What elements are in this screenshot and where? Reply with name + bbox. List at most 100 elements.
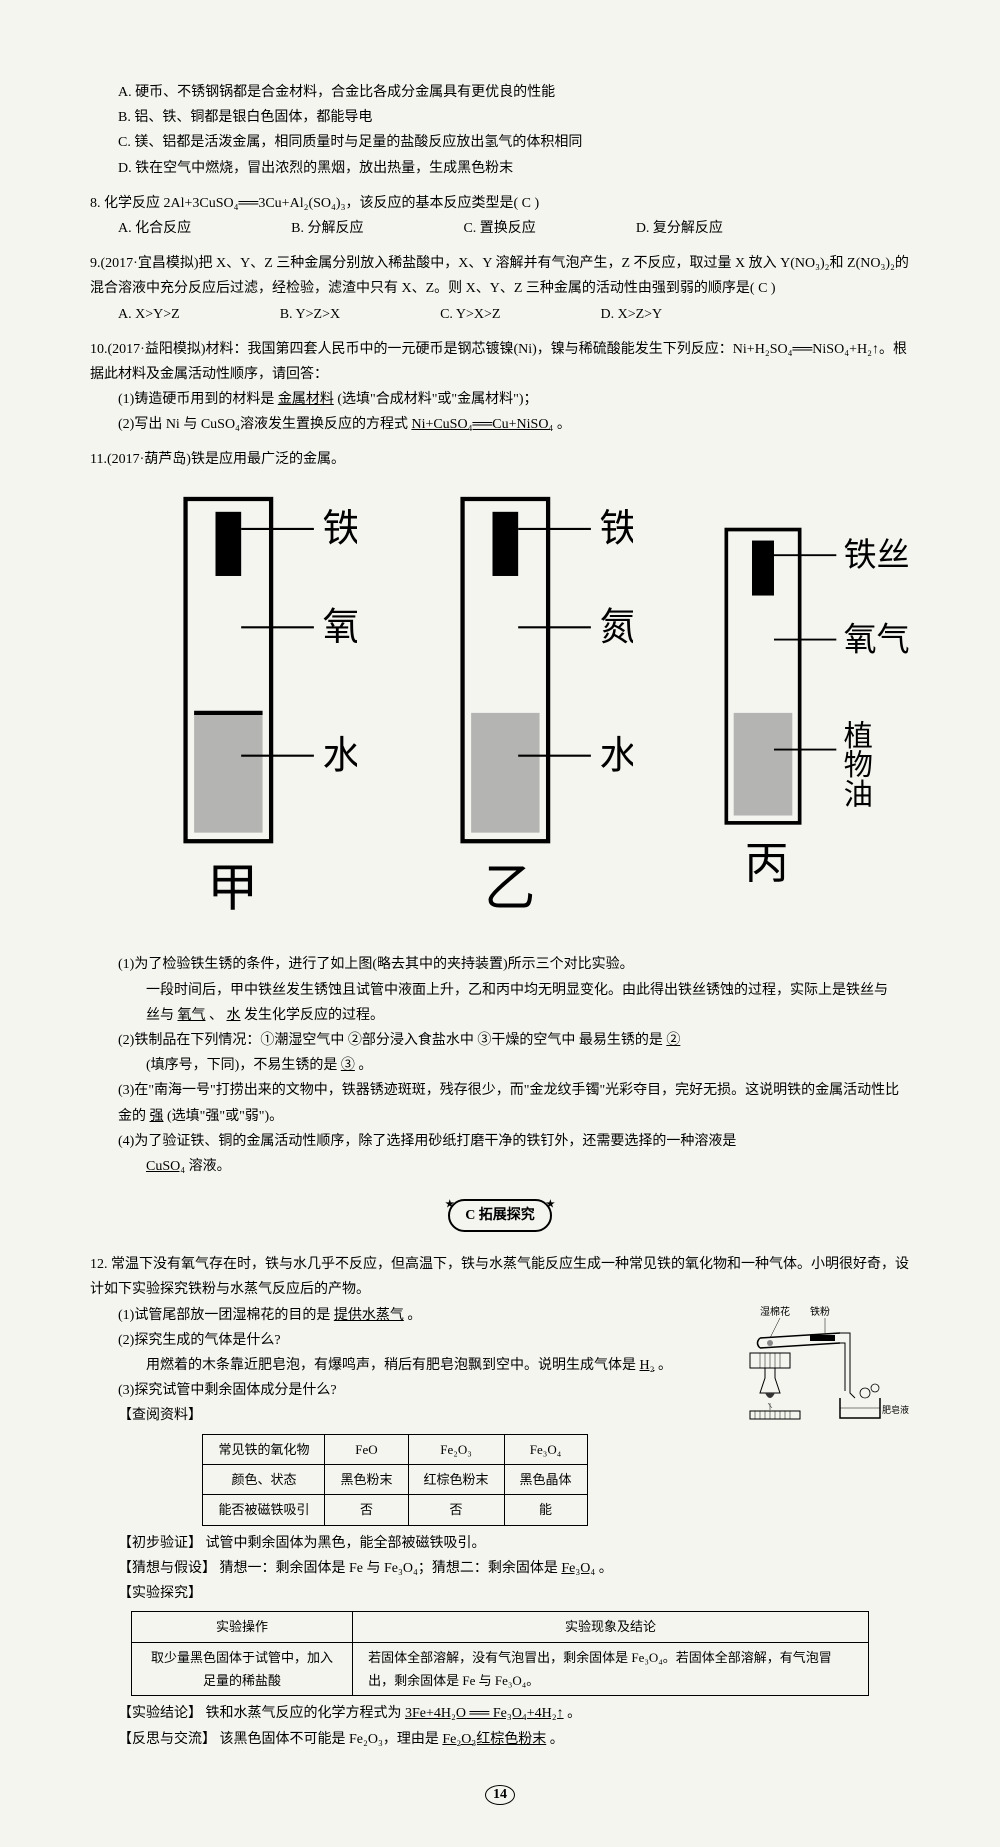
tube-jia: 铁丝 氧气 水 甲 — [100, 473, 357, 953]
svg-text:丙: 丙 — [745, 838, 789, 887]
iron-powder-label: 铁粉 — [810, 1305, 830, 1318]
option-8c: C. 置换反应 — [463, 216, 535, 241]
svg-text:水: 水 — [322, 735, 356, 777]
tube-yi-svg: 铁丝 氮气 水 乙 — [377, 473, 634, 953]
guess-text: 猜想一：剩余固体是 Fe 与 Fe₃O₄；猜想二：剩余固体是 — [220, 1561, 558, 1576]
table-row: 实验操作 实验现象及结论 — [132, 1612, 869, 1642]
option-8d: D. 复分解反应 — [636, 216, 723, 241]
q11-sub2-ans2: ③ — [341, 1058, 355, 1073]
q11-sub2: (2)铁制品在下列情况：①潮湿空气中 ②部分浸入食盐水中 ③干燥的空气中 最易生… — [90, 1028, 910, 1053]
q11-sub3: (3)在"南海一号"打捞出来的文物中，铁器锈迹斑斑，残存很少，而"金龙纹手镯"光… — [90, 1078, 910, 1128]
svg-text:铁丝: 铁丝 — [599, 508, 633, 550]
svg-text:铁丝: 铁丝 — [322, 508, 356, 550]
q12-text: 12. 常温下没有氧气存在时，铁与水几乎不反应，但高温下，铁与水蒸气能反应生成一… — [90, 1252, 910, 1302]
table-cell: 颜色、状态 — [203, 1464, 325, 1494]
q11-sub2-ans1: ② — [666, 1033, 680, 1048]
table-row: 颜色、状态 黑色粉末 红棕色粉末 黑色晶体 — [203, 1464, 587, 1494]
oxide-table: 常见铁的氧化物 FeO Fe₂O₃ Fe₃O₄ 颜色、状态 黑色粉末 红棕色粉末… — [202, 1434, 587, 1526]
q11-sub2-mid: (填序号，下同)，不易生锈的是 — [146, 1058, 337, 1073]
reflect-text: 该黑色固体不可能是 Fe₂O₃，理由是 — [220, 1732, 439, 1747]
svg-text:铁丝: 铁丝 — [844, 537, 910, 574]
option-9a: A. X>Y>Z — [118, 302, 180, 327]
conclusion-ans: 3Fe+4H₂O ══ Fe₃O₄+4H₂↑ — [405, 1706, 564, 1721]
table-cell: FeO — [325, 1434, 408, 1464]
table-cell: Fe₂O₃ — [408, 1434, 504, 1464]
table-cell: 红棕色粉末 — [408, 1464, 504, 1494]
q11-sub2-end: 。 — [358, 1058, 372, 1073]
tube-jia-svg: 铁丝 氧气 水 甲 — [100, 473, 357, 953]
q10-sub1-end: (选填"合成材料"或"金属材料")； — [337, 392, 537, 407]
q9-options: A. X>Y>Z B. Y>Z>X C. Y>X>Z D. X>Z>Y — [90, 302, 910, 327]
option-9c: C. Y>X>Z — [440, 302, 500, 327]
q12-sub2-ans: H₂ — [640, 1358, 655, 1373]
guess-title: 【猜想与假设】 — [118, 1561, 216, 1576]
table-cell: 黑色粉末 — [325, 1464, 408, 1494]
q11-sub1-ans2: 水 — [227, 1008, 241, 1023]
q11-sub3-end: (选填"强"或"弱")。 — [167, 1109, 283, 1124]
table-cell: 取少量黑色固体于试管中，加入足量的稀盐酸 — [132, 1642, 353, 1696]
table-cell: 能否被磁铁吸引 — [203, 1495, 325, 1525]
q12-verify: 【初步验证】 试管中剩余固体为黑色，能全部被磁铁吸引。 — [90, 1531, 910, 1556]
question-8: 8. 化学反应 2Al+3CuSO₄══3Cu+Al₂(SO₄)₃，该反应的基本… — [90, 191, 910, 241]
tube-bing: 铁丝 氧气 植 物 油 丙 — [653, 473, 910, 953]
q9-text: 9.(2017·宜昌模拟)把 X、Y、Z 三种金属分别放入稀盐酸中，X、Y 溶解… — [90, 251, 910, 301]
table-cell: 能 — [504, 1495, 587, 1525]
q11-text: 11.(2017·葫芦岛)铁是应用最广泛的金属。 — [90, 447, 910, 472]
option-8b: B. 分解反应 — [291, 216, 363, 241]
q11-sub3-ans: 强 — [150, 1109, 164, 1124]
reflect-title: 【反思与交流】 — [118, 1732, 216, 1747]
table-cell: 实验现象及结论 — [353, 1612, 869, 1642]
q11-sub4-ans: CuSO₄ — [146, 1159, 185, 1174]
section-c-badge: C 拓展探究 — [448, 1199, 552, 1232]
wet-cotton-label: 湿棉花 — [760, 1305, 790, 1318]
svg-text:氧气: 氧气 — [322, 607, 356, 649]
q10-sub2-answer: Ni+CuSO₄══Cu+NiSO₄ — [411, 417, 553, 432]
q10-sub1: (1)铸造硬币用到的材料是 金属材料 (选填"合成材料"或"金属材料")； — [90, 387, 910, 412]
svg-text:油: 油 — [844, 778, 873, 811]
q10-sub2-text: (2)写出 Ni 与 CuSO₄溶液发生置换反应的方程式 — [118, 417, 408, 432]
svg-text:乙: 乙 — [484, 860, 535, 917]
soap-label: 肥皂液 — [882, 1404, 909, 1415]
q12-guess: 【猜想与假设】 猜想一：剩余固体是 Fe 与 Fe₃O₄；猜想二：剩余固体是 F… — [90, 1556, 910, 1581]
question-11: 11.(2017·葫芦岛)铁是应用最广泛的金属。 铁丝 氧气 水 甲 — [90, 447, 910, 1179]
test-tube-diagram: 铁丝 氧气 水 甲 铁丝 氮气 水 — [100, 473, 910, 953]
conclusion-title: 【实验结论】 — [118, 1706, 202, 1721]
q11-sub4-end: 溶液。 — [189, 1159, 231, 1174]
table-row: 能否被磁铁吸引 否 否 能 — [203, 1495, 587, 1525]
table-row: 取少量黑色固体于试管中，加入足量的稀盐酸 若固体全部溶解，没有气泡冒出，剩余固体… — [132, 1642, 869, 1696]
section-c-header: C 拓展探究 — [90, 1199, 910, 1232]
option-7a: A. 硬币、不锈钢锅都是合金材料，合金比各成分金属具有更优良的性能 — [90, 80, 910, 105]
q8-text: 8. 化学反应 2Al+3CuSO₄══3Cu+Al₂(SO₄)₃，该反应的基本… — [90, 191, 910, 216]
q11-sub1b-text: 一段时间后，甲中铁丝发生锈蚀且试管中液面上升，乙和丙中均无明显变化。由此得出铁丝… — [146, 983, 888, 998]
q12-sub2-text: 用燃着的木条靠近肥皂泡，有爆鸣声，稍后有肥皂泡飘到空中。说明生成气体是 — [146, 1358, 636, 1373]
svg-text:植: 植 — [844, 719, 873, 752]
table-cell: 否 — [325, 1495, 408, 1525]
experiment-table: 实验操作 实验现象及结论 取少量黑色固体于试管中，加入足量的稀盐酸 若固体全部溶… — [131, 1611, 869, 1696]
page-number: 14 — [90, 1782, 910, 1807]
q10-sub1-text: (1)铸造硬币用到的材料是 — [118, 392, 274, 407]
q12-sub1-ans: 提供水蒸气 — [334, 1308, 404, 1323]
q10-sub1-answer: 金属材料 — [278, 392, 334, 407]
svg-text:甲: 甲 — [207, 860, 258, 917]
q11-sub2-text: (2)铁制品在下列情况：①潮湿空气中 ②部分浸入食盐水中 ③干燥的空气中 最易生… — [118, 1033, 663, 1048]
q12-reflect: 【反思与交流】 该黑色固体不可能是 Fe₂O₃，理由是 Fe₂O₃红棕色粉末 。 — [90, 1727, 910, 1752]
q11-sub4-ans-line: CuSO₄ 溶液。 — [90, 1154, 910, 1179]
guess-ans: Fe₃O₄ — [561, 1561, 595, 1576]
table-cell: 黑色晶体 — [504, 1464, 587, 1494]
q10-sub2-end: 。 — [557, 417, 571, 432]
q12-explore-title: 【实验探究】 — [90, 1581, 910, 1606]
table-row: 常见铁的氧化物 FeO Fe₂O₃ Fe₃O₄ — [203, 1434, 587, 1464]
svg-text:氮气: 氮气 — [599, 607, 633, 649]
table-cell: 若固体全部溶解，没有气泡冒出，剩余固体是 Fe₃O₄。若固体全部溶解，有气泡冒出… — [353, 1642, 869, 1696]
svg-text:水: 水 — [599, 735, 633, 777]
q10-sub2: (2)写出 Ni 与 CuSO₄溶液发生置换反应的方程式 Ni+CuSO₄══C… — [90, 412, 910, 437]
option-7d: D. 铁在空气中燃烧，冒出浓烈的黑烟，放出热量，生成黑色粉末 — [90, 156, 910, 181]
option-8a: A. 化合反应 — [118, 216, 191, 241]
svg-text:物: 物 — [844, 749, 873, 782]
q8-options: A. 化合反应 B. 分解反应 C. 置换反应 D. 复分解反应 — [90, 216, 910, 241]
q11-sub2-cont: (填序号，下同)，不易生锈的是 ③ 。 — [90, 1053, 910, 1078]
verify-text: 试管中剩余固体为黑色，能全部被磁铁吸引。 — [206, 1536, 486, 1551]
q11-sub1b: 一段时间后，甲中铁丝发生锈蚀且试管中液面上升，乙和丙中均无明显变化。由此得出铁丝… — [90, 978, 910, 1003]
question-9: 9.(2017·宜昌模拟)把 X、Y、Z 三种金属分别放入稀盐酸中，X、Y 溶解… — [90, 251, 910, 327]
verify-title: 【初步验证】 — [118, 1536, 202, 1551]
